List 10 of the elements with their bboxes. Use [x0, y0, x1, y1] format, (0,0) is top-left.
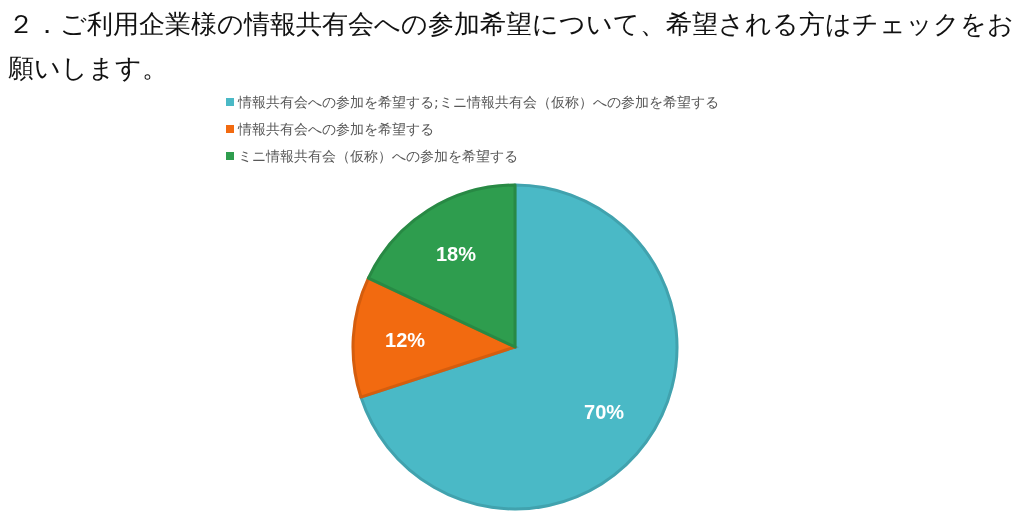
pie-slice — [351, 276, 517, 399]
pie-slice — [359, 183, 679, 511]
data-label: 18% — [435, 242, 477, 265]
chart-title: ２．ご利用企業様の情報共有会への参加希望について、希望される方はチェックをお願いします。 — [8, 8, 1015, 85]
legend-label: ミニ情報共有会（仮称）への参加を希望する — [238, 148, 518, 164]
legend-label: 情報共有会への参加を希望する — [237, 121, 434, 137]
legend-label: 情報共有会への参加を希望する;ミニ情報共有会（仮称）への参加を希望する — [237, 94, 719, 110]
data-label: 70% — [584, 400, 625, 423]
data-label: 12% — [385, 329, 426, 352]
pie-slice — [366, 183, 517, 349]
